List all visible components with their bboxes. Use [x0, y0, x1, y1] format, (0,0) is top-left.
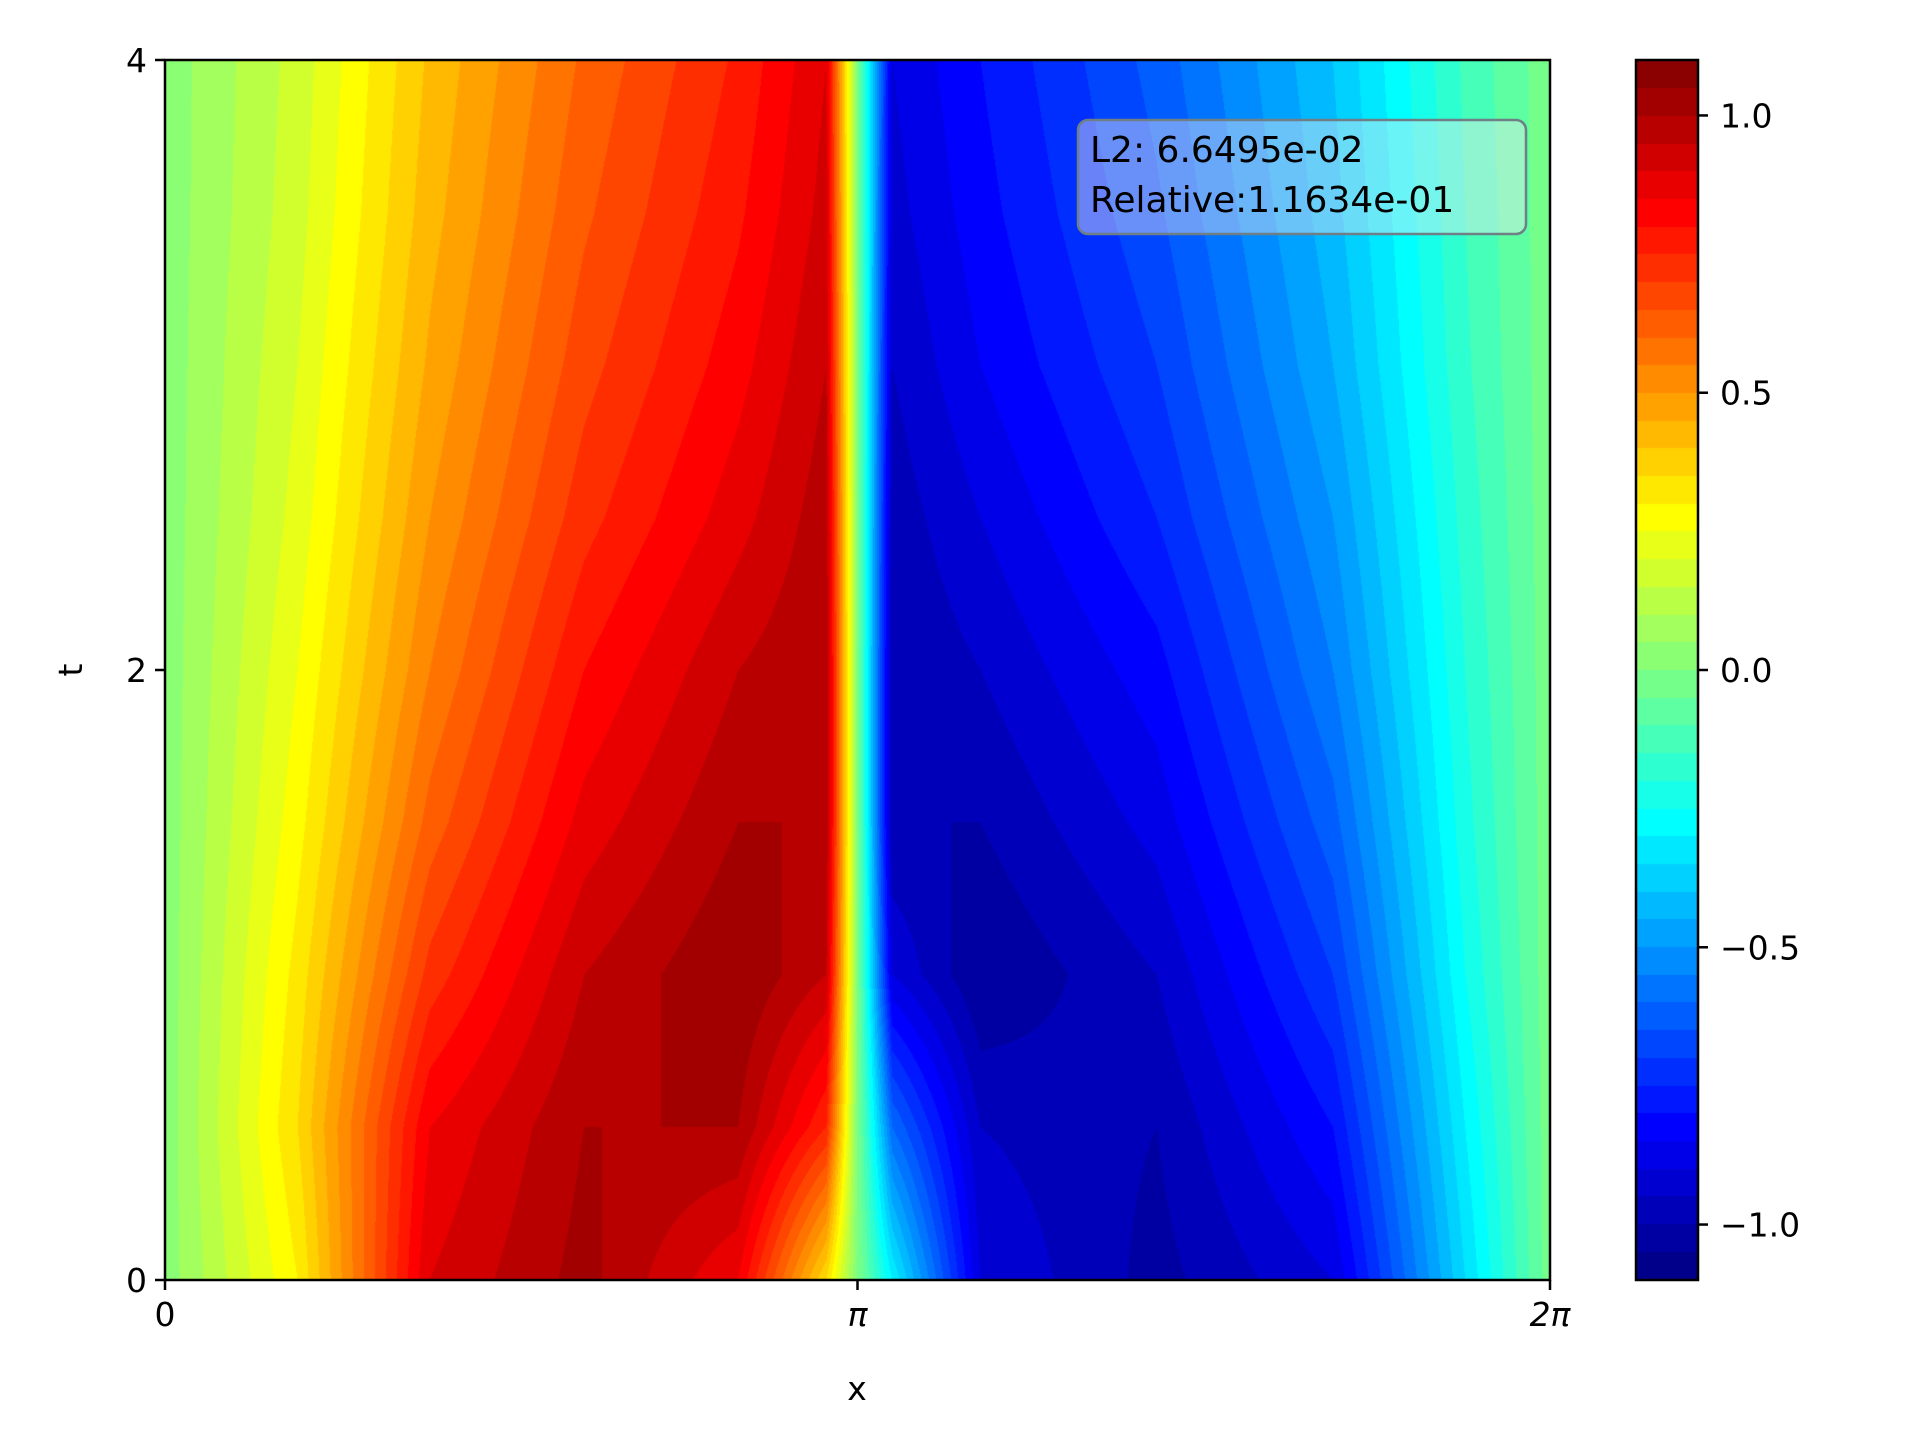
- colorbar-tick-label: −1.0: [1720, 1206, 1800, 1245]
- colorbar-tick-label: 1.0: [1720, 96, 1772, 135]
- x-tick-label: π: [848, 1295, 869, 1334]
- colorbar-tick-label: 0.0: [1720, 651, 1772, 690]
- colorbar-tick-label: 0.5: [1720, 374, 1772, 413]
- y-axis-label: t: [51, 663, 90, 676]
- colorbar: [1636, 60, 1698, 1280]
- x-tick-label: 0: [155, 1295, 176, 1334]
- y-tick-label: 0: [126, 1261, 147, 1300]
- annotation-l2: L2: 6.6495e-02: [1090, 130, 1363, 171]
- colorbar-tick-label: −0.5: [1720, 928, 1800, 967]
- metrics-annotation: L2: 6.6495e-02 Relative:1.1634e-01: [1076, 118, 1528, 236]
- x-tick-label: 2π: [1530, 1295, 1572, 1334]
- y-tick-label: 2: [126, 651, 147, 690]
- x-axis-ticks: 0 π 2π: [155, 1280, 1572, 1334]
- y-axis-ticks: 0 2 4: [126, 41, 165, 1300]
- x-axis-label: x: [847, 1369, 867, 1408]
- annotation-relative: Relative:1.1634e-01: [1090, 180, 1454, 221]
- y-tick-label: 4: [126, 41, 147, 80]
- colorbar-ticks: 1.0 0.5 0.0 −0.5 −1.0: [1698, 96, 1800, 1245]
- heatmap-plot-area: [165, 60, 1550, 1280]
